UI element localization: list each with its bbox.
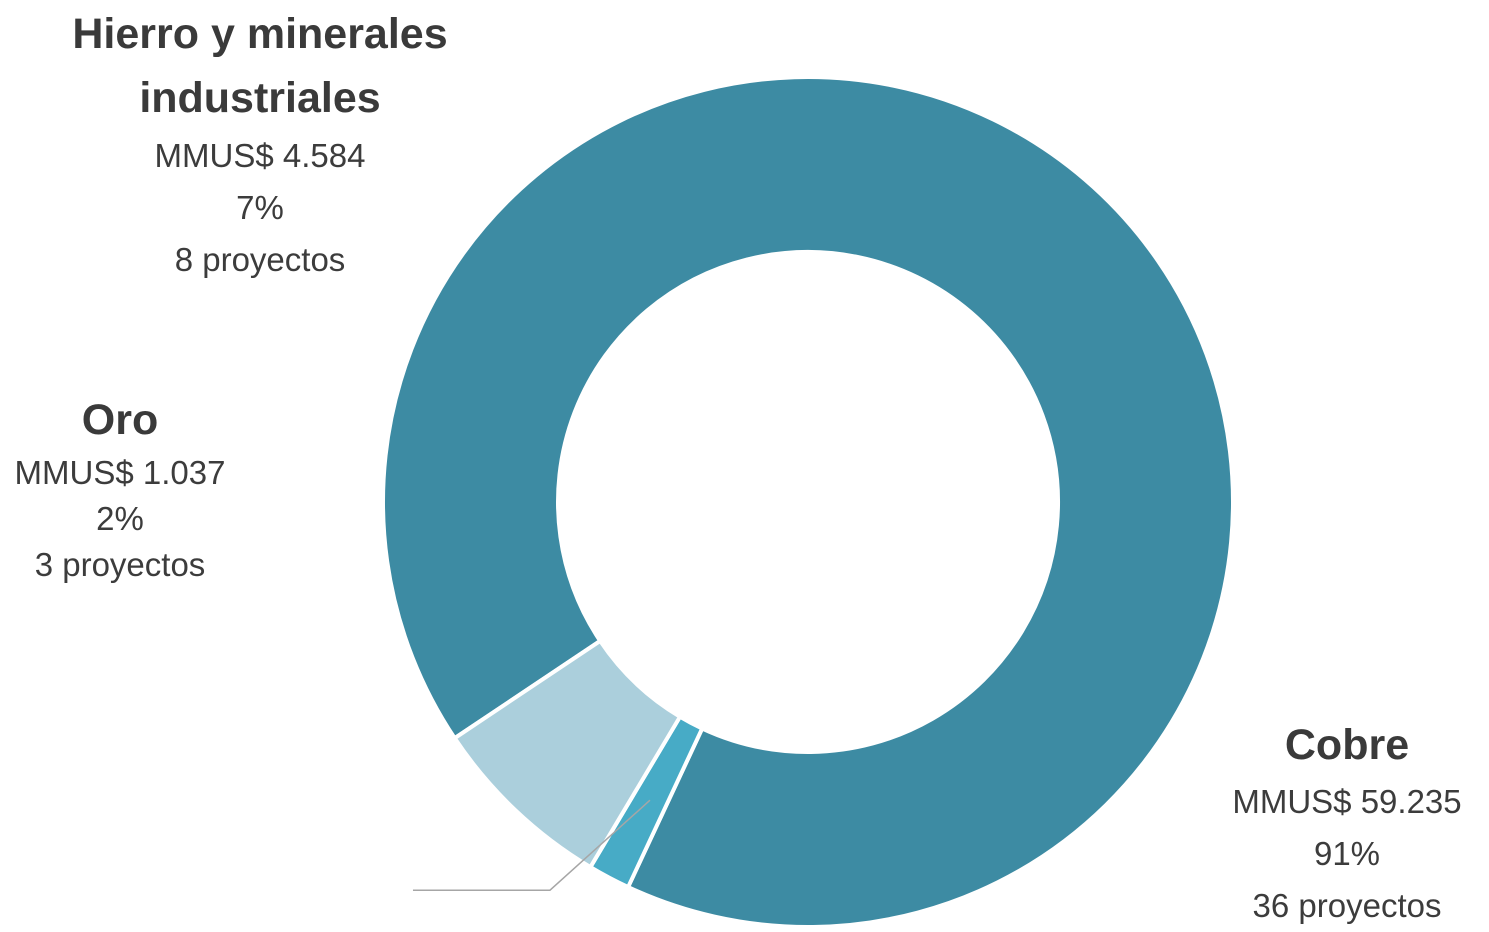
label-cobre: Cobre MMUS$ 59.235 91% 36 proyectos <box>1205 714 1489 932</box>
label-cobre-name: Cobre <box>1284 721 1410 769</box>
label-hierro-projects: 8 proyectos <box>174 241 346 278</box>
slice-hierro <box>451 638 683 870</box>
label-oro: Oro MMUS$ 1.037 2% 3 proyectos <box>0 390 240 588</box>
label-cobre-percent: 91% <box>1313 835 1381 872</box>
label-hierro: Hierro y minerales industriales MMUS$ 4.… <box>40 2 480 286</box>
label-hierro-percent: 7% <box>236 189 284 226</box>
slice-cobre <box>381 75 1235 929</box>
label-hierro-value: MMUS$ 4.584 <box>154 137 366 174</box>
label-oro-percent: 2% <box>96 500 144 537</box>
label-cobre-value: MMUS$ 59.235 <box>1232 783 1462 820</box>
label-oro-name: Oro <box>81 396 159 444</box>
leader-line-oro <box>412 799 651 891</box>
label-oro-projects: 3 proyectos <box>34 546 206 583</box>
label-hierro-name: Hierro y minerales industriales <box>72 10 448 122</box>
label-oro-value: MMUS$ 1.037 <box>14 454 226 491</box>
label-cobre-projects: 36 proyectos <box>1252 887 1442 924</box>
